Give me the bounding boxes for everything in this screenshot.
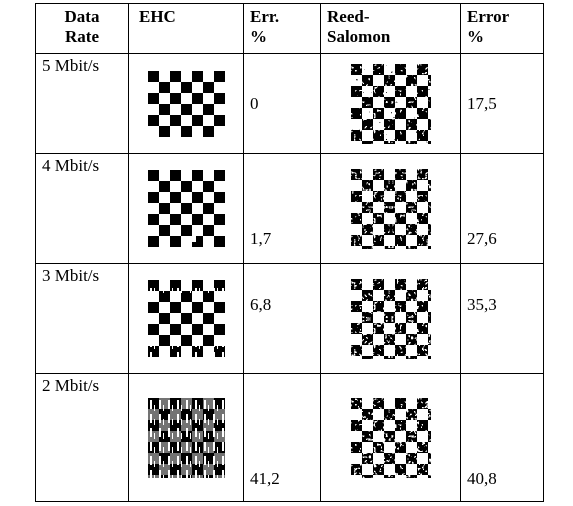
header-cell: Reed-Salomon	[327, 7, 407, 47]
row: 4 Mbit/s 1,7 27,6	[36, 154, 544, 264]
rs-image-cell	[321, 154, 461, 264]
rs-image-cell	[321, 54, 461, 154]
noise	[351, 279, 431, 359]
ehc-image	[148, 170, 225, 247]
noise	[351, 398, 431, 478]
page: Data Rate EHC Err. % Reed-Salomon Error …	[0, 0, 573, 506]
rs-image-cell	[321, 374, 461, 502]
noise	[351, 169, 431, 249]
rs-error-cell: 27,6	[461, 154, 544, 264]
header-cell: EHC	[139, 7, 176, 26]
rate-cell: 2 Mbit/s	[36, 374, 129, 502]
checker	[148, 71, 225, 137]
error-stripes	[148, 346, 225, 357]
error-stripes	[148, 398, 225, 478]
header-cell: Data Rate	[57, 7, 107, 47]
ehc-image-cell	[129, 54, 244, 154]
ehc-image	[148, 71, 225, 137]
header-cell: Err. %	[250, 7, 290, 47]
ehc-error-cell: 0	[244, 54, 321, 154]
rs-error-cell: 40,8	[461, 374, 544, 502]
error-stripes	[148, 288, 225, 296]
results-table: Data Rate EHC Err. % Reed-Salomon Error …	[35, 3, 544, 502]
rs-image	[351, 169, 431, 249]
ehc-image	[148, 398, 225, 478]
ehc-image-cell	[129, 154, 244, 264]
header-cell: Error %	[467, 7, 522, 47]
row: 2 Mbit/s 41,2 40,8	[36, 374, 544, 502]
header-row: Data Rate EHC Err. % Reed-Salomon Error …	[36, 4, 544, 54]
row: 3 Mbit/s 6,8 35,3	[36, 264, 544, 374]
rs-error-cell: 35,3	[461, 264, 544, 374]
ehc-error-cell: 41,2	[244, 374, 321, 502]
ehc-image-cell	[129, 264, 244, 374]
noise	[351, 64, 431, 144]
rate-cell: 5 Mbit/s	[36, 54, 129, 154]
ehc-image	[148, 280, 225, 357]
ehc-image-cell	[129, 374, 244, 502]
ehc-error-cell: 6,8	[244, 264, 321, 374]
rs-image	[351, 398, 431, 478]
rate-cell: 3 Mbit/s	[36, 264, 129, 374]
ehc-error-cell: 1,7	[244, 154, 321, 264]
row: 5 Mbit/s 0 17,5	[36, 54, 544, 154]
rs-image	[351, 64, 431, 144]
rs-error-cell: 17,5	[461, 54, 544, 154]
checker	[148, 170, 225, 247]
error-spot	[192, 236, 196, 242]
rate-cell: 4 Mbit/s	[36, 154, 129, 264]
rs-image-cell	[321, 264, 461, 374]
rs-image	[351, 279, 431, 359]
